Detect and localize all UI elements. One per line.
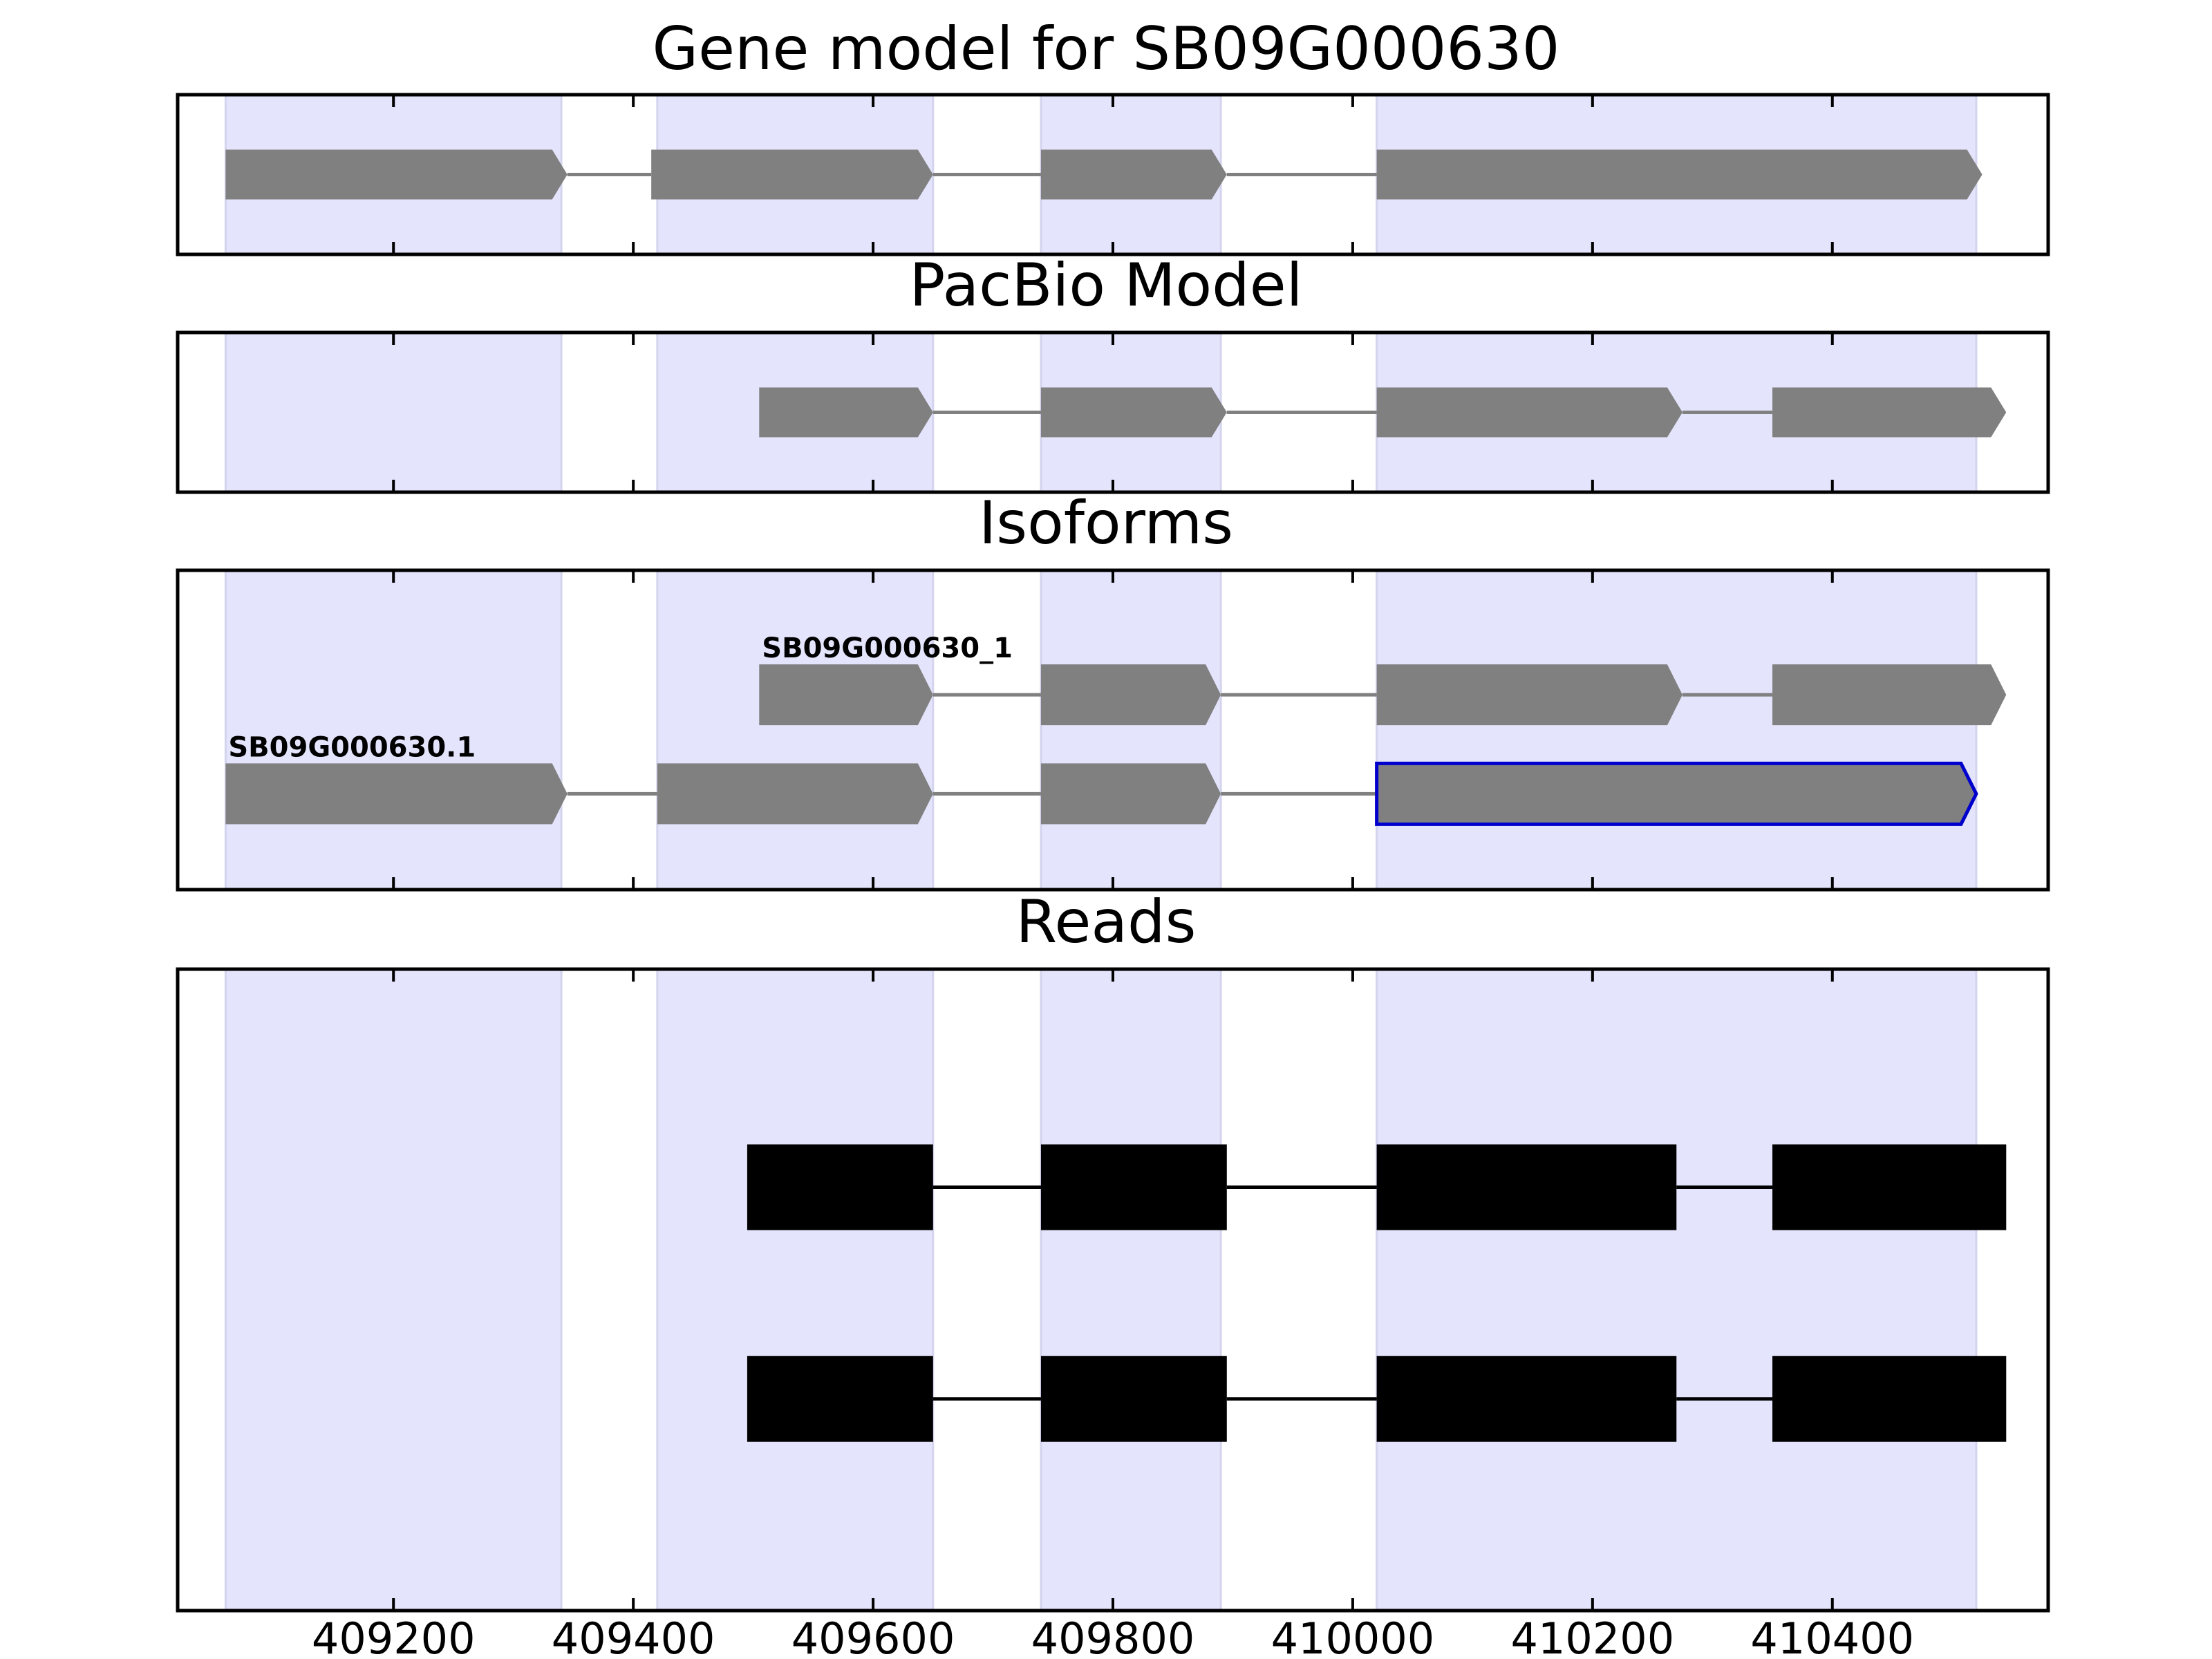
shaded-region-1 [224,968,563,1612]
gene-model-panel: Gene model for SB09G000630 [176,15,2050,256]
exon-arrow [657,763,933,825]
exon-arrow [1040,387,1227,438]
exon-arrow [1040,664,1221,726]
isoforms-panel: Isoforms SB09G000630_1 SB09G000630.1 [176,489,2050,892]
exon-arrow [1040,149,1227,200]
exon-arrow [1040,763,1221,825]
reads-features [747,1144,2007,1442]
exon-arrow [651,149,933,200]
exon-arrow [759,664,933,726]
pacbio-model-features [759,387,2007,438]
read-block [1040,1144,1227,1230]
x-tick-label: 410000 [1271,1613,1435,1659]
read-block [1772,1144,2007,1230]
gene-model-x-ticks [392,95,1834,254]
pacbio-model-title: PacBio Model [909,251,1302,320]
x-tick-label: 410400 [1750,1613,1914,1659]
shaded-region-1 [224,331,563,494]
pacbio-model-axes-frame [176,330,2050,494]
exon-arrow [225,763,568,825]
exon-arrow-highlighted [1375,761,1978,826]
reads-axes-frame [176,967,2050,1613]
isoform-label: SB09G000630.1 [228,731,476,763]
x-tick-label: 410200 [1511,1613,1675,1659]
isoform-label: SB09G000630_1 [762,632,1013,664]
exon-arrow [1376,387,1683,438]
gene-model-title: Gene model for SB09G000630 [653,15,1560,84]
isoforms-shaded-regions [224,569,1978,891]
x-axis-tick-labels: 409200 409400 409600 409800 410000 410200 4104… [312,1613,1914,1659]
shaded-region-2 [656,968,935,1612]
reads-shaded-regions [224,968,1978,1612]
read-block [747,1144,933,1230]
shaded-region-3 [1040,569,1222,891]
exon-arrow [225,149,568,200]
reads-panel: Reads [176,888,2050,1613]
isoforms-title: Isoforms [979,489,1233,558]
x-tick-label: 409800 [1031,1613,1195,1659]
shaded-region-1 [224,569,563,891]
x-tick-label: 409400 [552,1613,715,1659]
shaded-region-3 [1040,968,1222,1612]
shaded-region-2 [656,569,935,891]
read-block [747,1356,933,1442]
isoforms-features: SB09G000630_1 SB09G000630.1 [225,632,2007,826]
shaded-region-4 [1376,569,1978,891]
reads-title: Reads [1016,888,1197,957]
gene-model-axes-frame [176,93,2050,256]
exon-arrow [1772,387,2007,438]
read-block [1376,1356,1677,1442]
pacbio-model-panel: PacBio Model [176,251,2050,494]
exon-arrow [1376,149,1983,200]
read-block [1772,1356,2007,1442]
x-tick-label: 409200 [312,1613,476,1659]
read-block [1040,1356,1227,1442]
exon-arrow [1376,664,1683,726]
isoforms-axes-frame [176,568,2050,892]
shaded-region-4 [1376,968,1978,1612]
exon-arrow [759,387,933,438]
gene-model-features [225,149,1983,200]
read-block [1376,1144,1677,1230]
reads-x-ticks [392,969,1834,1611]
isoforms-x-ticks [392,570,1834,890]
pacbio-model-x-ticks [392,332,1834,492]
x-tick-label: 409600 [791,1613,955,1659]
exon-arrow [1772,664,2007,726]
